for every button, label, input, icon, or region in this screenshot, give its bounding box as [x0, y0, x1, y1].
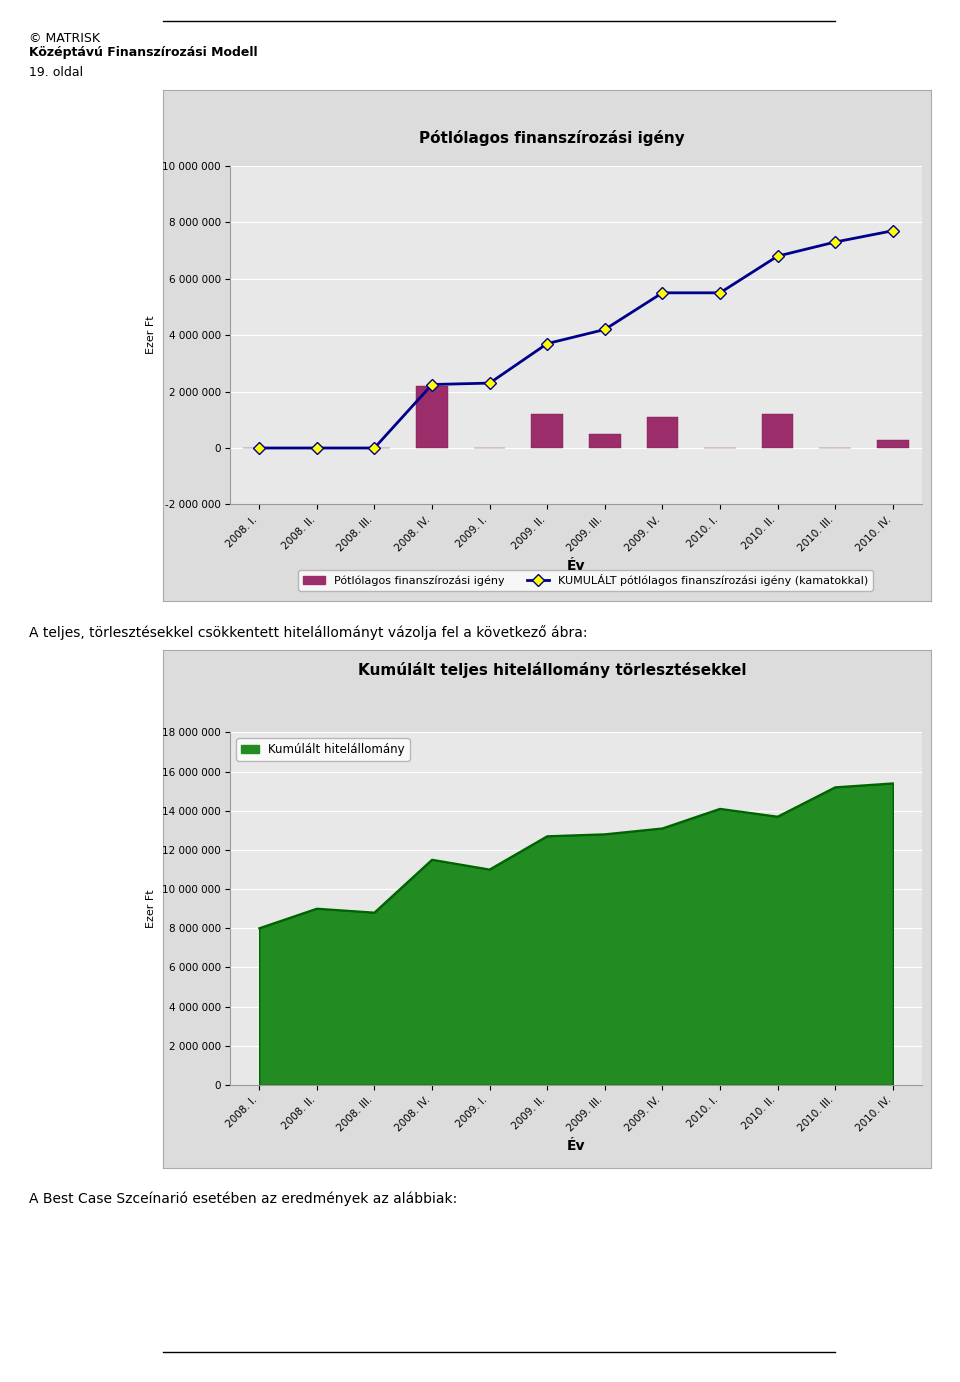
Text: Pótlólagos finanszírozási igény: Pótlólagos finanszírozási igény — [420, 130, 684, 146]
Text: A teljes, törlesztésekkel csökkentett hitelállományt vázolja fel a következő ábr: A teljes, törlesztésekkel csökkentett hi… — [29, 625, 588, 640]
Text: Középtávú Finanszírozási Modell: Középtávú Finanszírozási Modell — [29, 46, 257, 58]
Legend: Pótlólagos finanszírozási igény, KUMULÁLT pótlólagos finanszírozási igény (kamat: Pótlólagos finanszírozási igény, KUMULÁL… — [299, 569, 873, 590]
Bar — [531, 415, 563, 448]
Y-axis label: Ezer Ft: Ezer Ft — [146, 890, 156, 927]
Text: © MATRISK: © MATRISK — [29, 32, 100, 44]
Bar — [588, 434, 620, 448]
Text: Kumúlált teljes hitelállomány törlesztésekkel: Kumúlált teljes hitelállomány törlesztés… — [358, 662, 746, 679]
Bar — [876, 439, 908, 448]
Legend: Kumúlált hitelállomány: Kumúlált hitelállomány — [236, 738, 410, 761]
Bar — [762, 415, 793, 448]
Y-axis label: Ezer Ft: Ezer Ft — [147, 316, 156, 354]
Bar — [647, 417, 678, 448]
Text: A Best Case Szceínarió esetében az eredmények az alábbiak:: A Best Case Szceínarió esetében az eredm… — [29, 1191, 457, 1205]
Bar — [416, 386, 447, 448]
X-axis label: Év: Év — [566, 1139, 586, 1153]
Text: 19. oldal: 19. oldal — [29, 66, 83, 79]
X-axis label: Év: Év — [566, 558, 586, 572]
